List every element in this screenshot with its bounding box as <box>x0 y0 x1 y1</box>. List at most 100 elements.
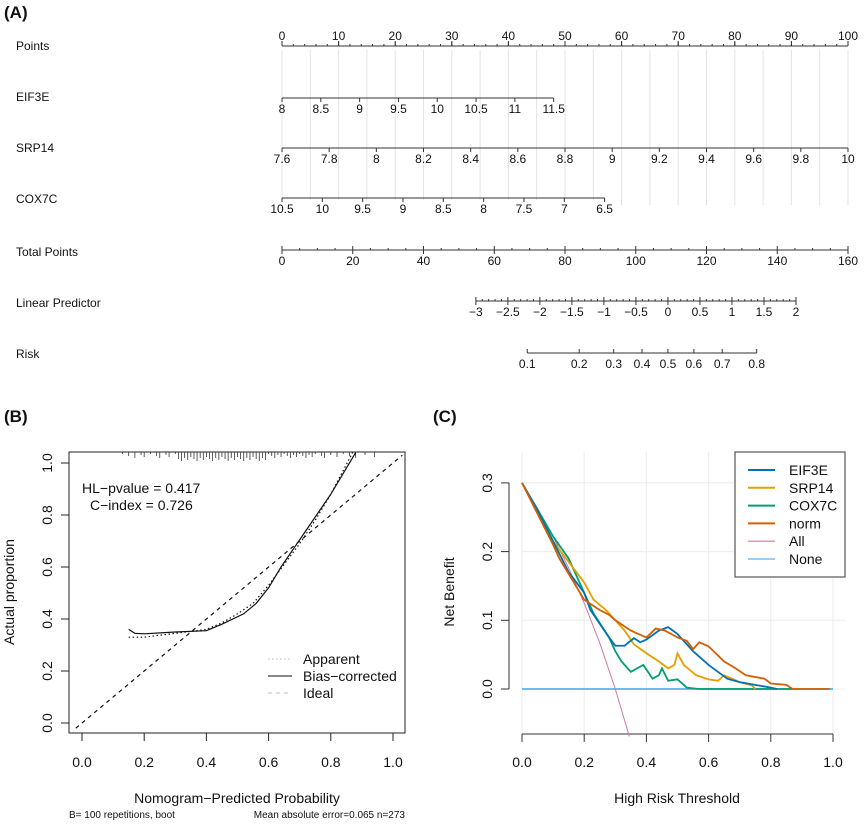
tick-label: 40 <box>417 254 431 268</box>
tick-label: 30 <box>445 29 459 43</box>
legend-label: COX7C <box>789 498 837 514</box>
tick-label: 9.2 <box>651 152 668 166</box>
tick-label: 9.5 <box>354 202 371 216</box>
x-tick-label: 0.4 <box>637 754 657 770</box>
tick-label: 2 <box>793 305 800 319</box>
tick-label: 1 <box>729 305 736 319</box>
tick-label: 60 <box>615 29 629 43</box>
tick-label: −0.5 <box>624 305 648 319</box>
series-all <box>521 482 630 737</box>
row-label-srp14: SRP14 <box>16 141 54 155</box>
legend-label: Apparent <box>303 651 360 667</box>
tick-label: 0.2 <box>571 357 588 371</box>
y-tick-label: 0.8 <box>39 505 55 525</box>
tick-label: 0 <box>279 29 286 43</box>
tick-label: 70 <box>672 29 686 43</box>
y-tick-label: 0.6 <box>39 557 55 577</box>
legend-label: All <box>789 533 805 549</box>
x-tick-label: 0.2 <box>134 754 154 770</box>
tick-label: 11.5 <box>542 102 565 116</box>
tick-label: 7 <box>561 202 568 216</box>
tick-label: 9 <box>356 102 363 116</box>
tick-label: 40 <box>502 29 516 43</box>
tick-label: 0.7 <box>714 357 731 371</box>
tick-label: 10 <box>332 29 346 43</box>
y-axis-title: Actual proportion <box>1 539 17 645</box>
tick-label: 7.6 <box>274 152 291 166</box>
series-norm <box>521 482 830 690</box>
tick-label: 10 <box>316 202 330 216</box>
tick-label: 8.5 <box>435 202 452 216</box>
tick-label: 8 <box>279 102 286 116</box>
tick-label: 0.6 <box>686 357 703 371</box>
c-index-annotation: C−index = 0.726 <box>90 497 193 513</box>
tick-label: 8.8 <box>557 152 574 166</box>
x-axis-title: Nomogram−Predicted Probability <box>134 790 340 806</box>
row-label-linear-predictor: Linear Predictor <box>16 296 101 310</box>
row-label-cox7c: COX7C <box>16 192 58 206</box>
x-tick-label: 0.0 <box>512 754 532 770</box>
panel-label-b: (B) <box>4 407 28 426</box>
tick-label: 20 <box>389 29 403 43</box>
tick-label: 0.4 <box>634 357 651 371</box>
tick-label: −3 <box>469 305 483 319</box>
tick-label: 8.2 <box>415 152 432 166</box>
y-tick-label: 0.2 <box>39 661 55 681</box>
calibration-panel: (B) 0.0 0.2 0.4 0.6 0.8 1.0 0.0 0.2 0.4 0.6 0.8 1.0 N… <box>1 407 406 821</box>
tick-label: 80 <box>728 29 742 43</box>
y-tick-label: 0.2 <box>479 542 495 562</box>
tick-label: 8.5 <box>312 102 329 116</box>
tick-label: 1.5 <box>756 305 773 319</box>
tick-label: 6.5 <box>596 202 613 216</box>
tick-label: 10.5 <box>270 202 294 216</box>
panel-label-c: (C) <box>433 407 457 426</box>
y-tick-label: 0.1 <box>479 610 495 630</box>
tick-label: 0.5 <box>692 305 709 319</box>
tick-label: 9.4 <box>698 152 715 166</box>
tick-label: 10.5 <box>464 102 488 116</box>
x-tick-label: 0.4 <box>197 754 217 770</box>
series-ideal <box>75 454 403 729</box>
y-axis-title: Net Benefit <box>441 557 457 626</box>
tick-label: −1.5 <box>560 305 584 319</box>
hl-pvalue-annotation: HL−pvalue = 0.417 <box>82 480 201 496</box>
x-tick-label: 0.6 <box>699 754 719 770</box>
series-eif3e <box>521 482 778 690</box>
tick-label: 140 <box>767 254 787 268</box>
legend-label: EIF3E <box>789 462 828 478</box>
tick-label: 100 <box>838 29 858 43</box>
x-tick-label: 0.6 <box>259 754 279 770</box>
x-tick-label: 0.8 <box>321 754 341 770</box>
y-tick-label: 0.3 <box>479 473 495 493</box>
y-tick-label: 1.0 <box>39 453 55 473</box>
series-bias−corrected <box>128 452 357 635</box>
tick-label: −2.5 <box>496 305 520 319</box>
tick-label: 0 <box>279 254 286 268</box>
tick-label: 9.5 <box>390 102 407 116</box>
tick-label: 8.4 <box>462 152 479 166</box>
legend-label: Ideal <box>303 685 333 701</box>
tick-label: −2 <box>533 305 547 319</box>
decision-curve-panel: (C) 0.0 0.2 0.4 0.6 0.8 1.0 0.0 0.1 0.2 0.3 High Ri… <box>433 407 846 806</box>
x-axis-title: High Risk Threshold <box>614 790 740 806</box>
tick-label: 0 <box>665 305 672 319</box>
x-tick-label: 0.0 <box>72 754 92 770</box>
x-tick-label: 0.8 <box>761 754 781 770</box>
tick-label: 8.6 <box>509 152 526 166</box>
row-label-total-points: Total Points <box>16 245 78 259</box>
tick-label: 10 <box>431 102 445 116</box>
tick-label: 9 <box>609 152 616 166</box>
tick-label: 0.1 <box>519 357 536 371</box>
series-cox7c <box>521 482 793 690</box>
tick-label: 9 <box>400 202 407 216</box>
legend-label: Bias−corrected <box>303 668 397 684</box>
tick-label: 7.5 <box>516 202 533 216</box>
legend-label: None <box>789 551 823 567</box>
tick-label: 8 <box>373 152 380 166</box>
tick-label: 9.8 <box>792 152 809 166</box>
tick-label: 9.6 <box>745 152 762 166</box>
tick-label: 11 <box>509 102 522 116</box>
tick-label: 0.5 <box>660 357 677 371</box>
